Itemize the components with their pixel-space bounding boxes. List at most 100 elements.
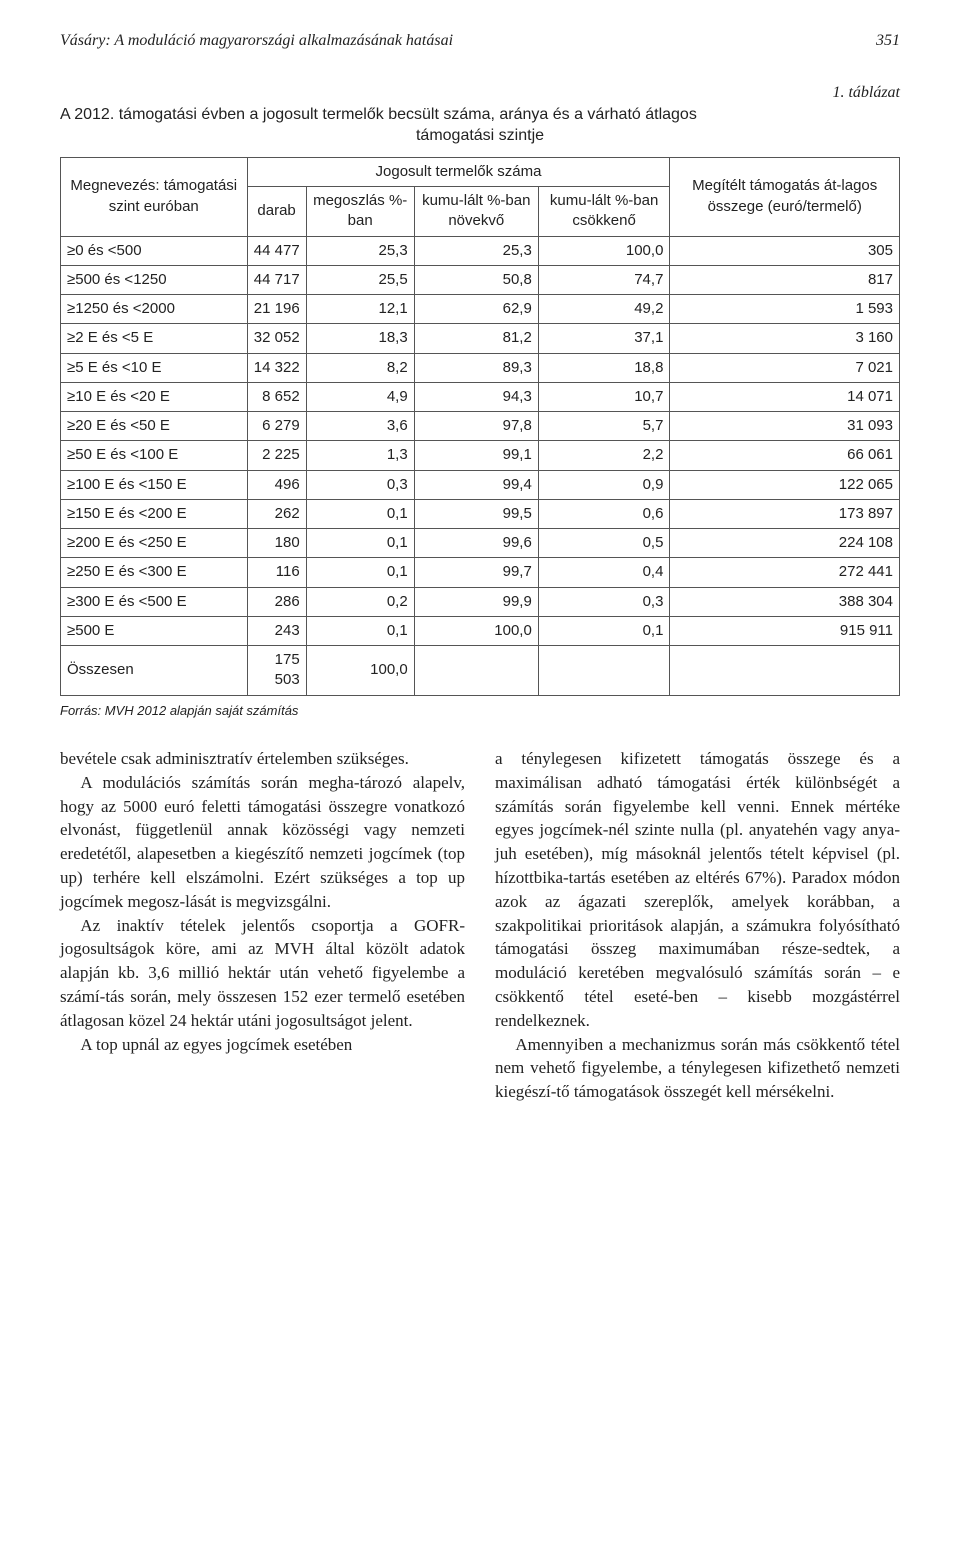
table-cell: 243 xyxy=(247,616,306,645)
table-row: ≥10 E és <20 E8 6524,994,310,714 071 xyxy=(61,382,900,411)
body-columns: bevétele csak adminisztratív értelemben … xyxy=(60,747,900,1104)
table-cell: 100,0 xyxy=(414,616,538,645)
table-cell: 0,1 xyxy=(306,499,414,528)
table-cell xyxy=(414,646,538,696)
table-cell xyxy=(670,646,900,696)
table-cell: 817 xyxy=(670,265,900,294)
table-row: ≥1250 és <200021 19612,162,949,21 593 xyxy=(61,295,900,324)
table-source: Forrás: MVH 2012 alapján saját számítás xyxy=(60,702,900,720)
table-cell: 0,3 xyxy=(306,470,414,499)
table-cell: 37,1 xyxy=(538,324,670,353)
table-cell: 7 021 xyxy=(670,353,900,382)
table-cell: 99,6 xyxy=(414,529,538,558)
table-row: ≥0 és <50044 47725,325,3100,0305 xyxy=(61,236,900,265)
table-cell: 2,2 xyxy=(538,441,670,470)
table-cell: ≥500 és <1250 xyxy=(61,265,248,294)
table-cell: 286 xyxy=(247,587,306,616)
table-cell: ≥100 E és <150 E xyxy=(61,470,248,499)
table-cell: 122 065 xyxy=(670,470,900,499)
table-cell: 49,2 xyxy=(538,295,670,324)
table-cell: 3 160 xyxy=(670,324,900,353)
table-cell: 0,3 xyxy=(538,587,670,616)
table-cell: 0,1 xyxy=(306,529,414,558)
table-cell: 8,2 xyxy=(306,353,414,382)
table-cell: ≥200 E és <250 E xyxy=(61,529,248,558)
table-cell: 0,1 xyxy=(306,616,414,645)
table-cell: ≥50 E és <100 E xyxy=(61,441,248,470)
table-cell: 99,5 xyxy=(414,499,538,528)
running-header: Vásáry: A moduláció magyarországi alkalm… xyxy=(60,30,900,52)
table-cell: 915 911 xyxy=(670,616,900,645)
th-megnevezes: Megnevezés: támogatási szint euróban xyxy=(61,157,248,236)
table-row: ≥250 E és <300 E1160,199,70,4272 441 xyxy=(61,558,900,587)
table-cell: 25,3 xyxy=(414,236,538,265)
running-title: Vásáry: A moduláció magyarországi alkalm… xyxy=(60,30,453,52)
table-cell: 0,2 xyxy=(306,587,414,616)
table-cell: 94,3 xyxy=(414,382,538,411)
right-column: a ténylegesen kifizetett támogatás össze… xyxy=(495,747,900,1104)
th-group: Jogosult termelők száma xyxy=(247,157,670,186)
table-cell: 18,3 xyxy=(306,324,414,353)
table-cell: 2 225 xyxy=(247,441,306,470)
table-cell: ≥10 E és <20 E xyxy=(61,382,248,411)
table-row: ≥50 E és <100 E2 2251,399,12,266 061 xyxy=(61,441,900,470)
table-cell: 32 052 xyxy=(247,324,306,353)
table-cell: ≥1250 és <2000 xyxy=(61,295,248,324)
table-cell: 3,6 xyxy=(306,412,414,441)
table-cell: 44 717 xyxy=(247,265,306,294)
para: Az inaktív tételek jelentős csoportja a … xyxy=(60,914,465,1033)
th-kumc: kumu-lált %-ban csökkenő xyxy=(538,187,670,237)
table-row: Összesen175 503100,0 xyxy=(61,646,900,696)
table-cell: 62,9 xyxy=(414,295,538,324)
table-cell: 262 xyxy=(247,499,306,528)
table-cell: 496 xyxy=(247,470,306,499)
table-cell: 0,9 xyxy=(538,470,670,499)
para: A modulációs számítás során megha-tározó… xyxy=(60,771,465,914)
table-cell: 18,8 xyxy=(538,353,670,382)
table-cell xyxy=(538,646,670,696)
table-cell: ≥0 és <500 xyxy=(61,236,248,265)
table-cell: 99,9 xyxy=(414,587,538,616)
table-cell: 99,4 xyxy=(414,470,538,499)
table-cell: ≥250 E és <300 E xyxy=(61,558,248,587)
table-row: ≥100 E és <150 E4960,399,40,9122 065 xyxy=(61,470,900,499)
para: bevétele csak adminisztratív értelemben … xyxy=(60,747,465,771)
table-cell: 116 xyxy=(247,558,306,587)
table-cell: 97,8 xyxy=(414,412,538,441)
table-row: ≥150 E és <200 E2620,199,50,6173 897 xyxy=(61,499,900,528)
table-cell: 6 279 xyxy=(247,412,306,441)
table-cell: 89,3 xyxy=(414,353,538,382)
table-cell: 305 xyxy=(670,236,900,265)
table-cell: 25,3 xyxy=(306,236,414,265)
para: Amennyiben a mechanizmus során más csökk… xyxy=(495,1033,900,1104)
data-table: Megnevezés: támogatási szint euróban Jog… xyxy=(60,157,900,696)
table-cell: ≥20 E és <50 E xyxy=(61,412,248,441)
table-cell: Összesen xyxy=(61,646,248,696)
th-avg: Megítélt támogatás át-lagos összege (eur… xyxy=(670,157,900,236)
para: a ténylegesen kifizetett támogatás össze… xyxy=(495,747,900,1033)
table-cell: ≥5 E és <10 E xyxy=(61,353,248,382)
table-row: ≥200 E és <250 E1800,199,60,5224 108 xyxy=(61,529,900,558)
table-cell: 0,1 xyxy=(306,558,414,587)
table-cell: 25,5 xyxy=(306,265,414,294)
table-cell: 5,7 xyxy=(538,412,670,441)
table-cell: 1,3 xyxy=(306,441,414,470)
table-cell: 8 652 xyxy=(247,382,306,411)
table-label: 1. táblázat xyxy=(60,82,900,104)
table-cell: 50,8 xyxy=(414,265,538,294)
para: A top upnál az egyes jogcímek esetében xyxy=(60,1033,465,1057)
table-row: ≥5 E és <10 E14 3228,289,318,87 021 xyxy=(61,353,900,382)
table-row: ≥300 E és <500 E2860,299,90,3388 304 xyxy=(61,587,900,616)
table-cell: 388 304 xyxy=(670,587,900,616)
table-cell: 21 196 xyxy=(247,295,306,324)
table-cell: 12,1 xyxy=(306,295,414,324)
table-row: ≥2 E és <5 E32 05218,381,237,13 160 xyxy=(61,324,900,353)
table-row: ≥500 E2430,1100,00,1915 911 xyxy=(61,616,900,645)
table-cell: 0,6 xyxy=(538,499,670,528)
table-cell: 100,0 xyxy=(538,236,670,265)
table-cell: ≥150 E és <200 E xyxy=(61,499,248,528)
table-cell: 14 071 xyxy=(670,382,900,411)
table-cell: 10,7 xyxy=(538,382,670,411)
table-cell: ≥2 E és <5 E xyxy=(61,324,248,353)
table-cell: 175 503 xyxy=(247,646,306,696)
